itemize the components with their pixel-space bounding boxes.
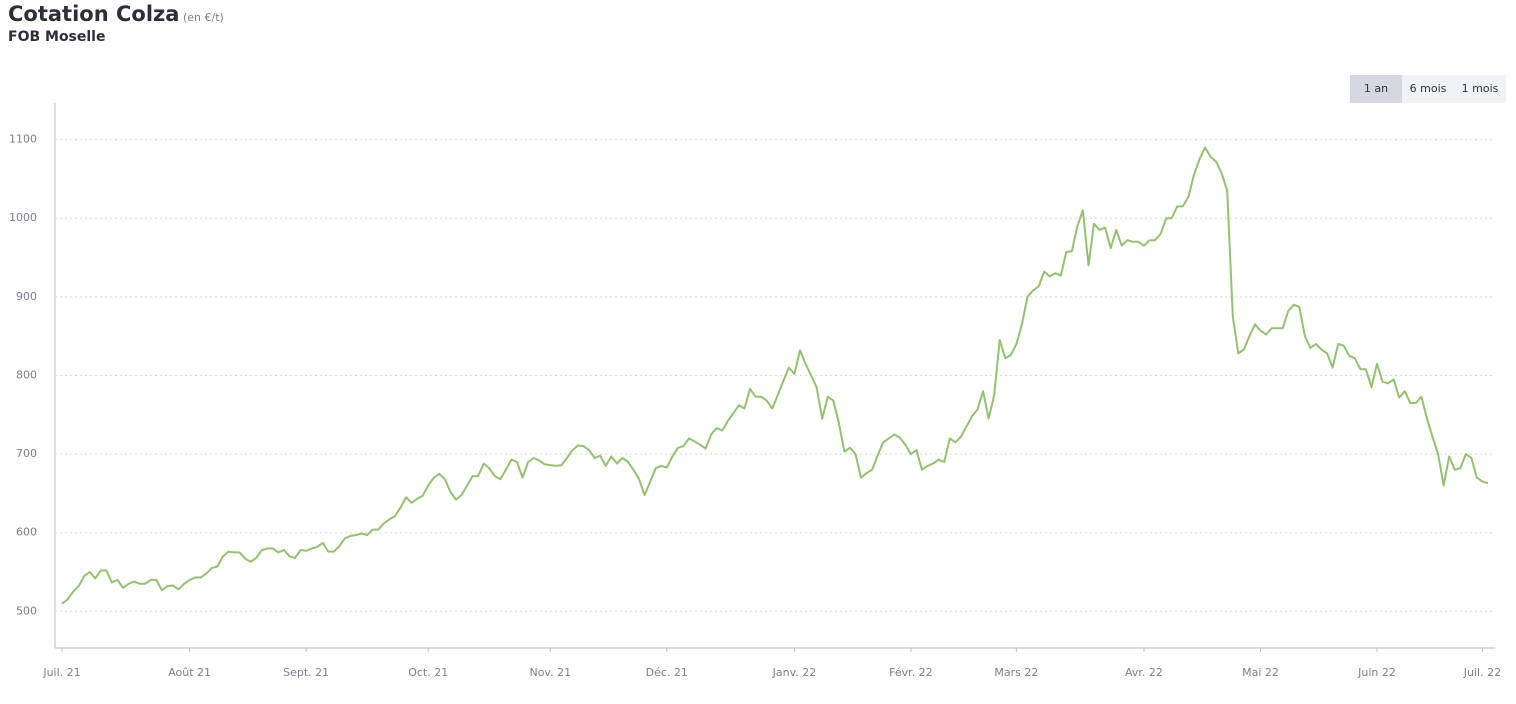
y-tick-label: 1100: [9, 133, 37, 146]
x-tick-label: Févr. 22: [889, 666, 933, 679]
price-line: [61, 146, 1489, 605]
x-tick-label: Janv. 22: [772, 666, 817, 679]
y-tick-label: 500: [16, 604, 37, 617]
chart-title: Cotation Colza: [8, 2, 179, 26]
x-tick-label: Mars 22: [994, 666, 1038, 679]
x-tick-label: Oct. 21: [408, 666, 448, 679]
x-tick-label: Déc. 21: [646, 666, 688, 679]
range-button[interactable]: [1402, 75, 1454, 103]
y-tick-label: 800: [16, 368, 37, 381]
range-button[interactable]: [1454, 75, 1506, 103]
y-tick-label: 600: [16, 526, 37, 539]
x-tick-label: Juil. 21: [42, 666, 80, 679]
x-tick-label: Nov. 21: [529, 666, 571, 679]
y-tick-label: 900: [16, 290, 37, 303]
y-tick-label: 700: [16, 447, 37, 460]
range-button-label[interactable]: 1 mois: [1462, 82, 1499, 95]
x-tick-label: Juin 22: [1357, 666, 1396, 679]
x-tick-label: Sept. 21: [283, 666, 329, 679]
range-button-label[interactable]: 6 mois: [1410, 82, 1447, 95]
x-tick-label: Mai 22: [1242, 666, 1279, 679]
range-button[interactable]: [1350, 75, 1402, 103]
x-tick-label: Juil. 22: [1463, 666, 1501, 679]
x-tick-label: Août 21: [168, 666, 211, 679]
x-tick-label: Avr. 22: [1125, 666, 1163, 679]
y-tick-label: 1000: [9, 211, 37, 224]
range-button-label[interactable]: 1 an: [1364, 82, 1388, 95]
unit-label: (en €/t): [183, 11, 224, 24]
chart-subtitle: FOB Moselle: [8, 29, 105, 45]
